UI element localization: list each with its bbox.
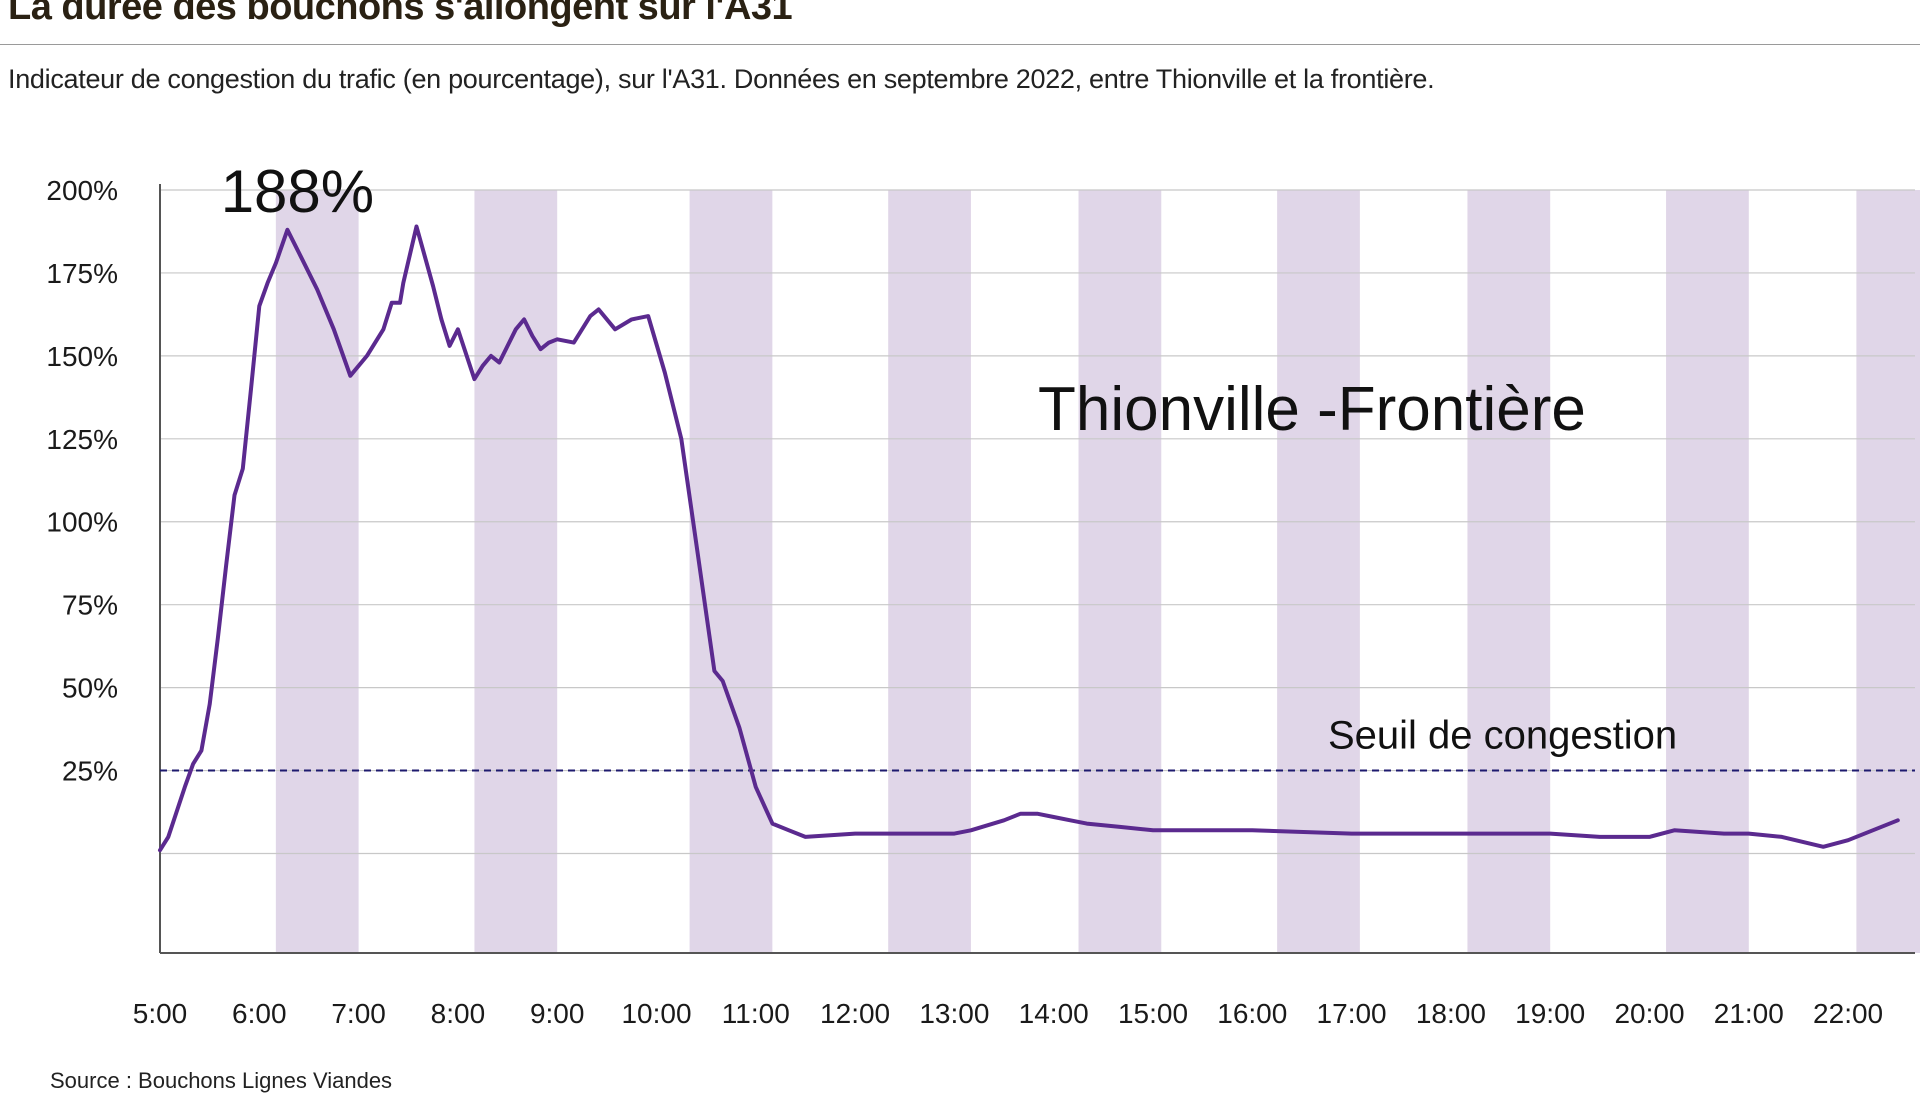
x-tick-label: 10:00 bbox=[621, 998, 691, 1029]
shaded-band-5 bbox=[1277, 190, 1360, 953]
shaded-band-4 bbox=[1078, 190, 1162, 953]
y-tick-label: 25% bbox=[62, 756, 118, 787]
x-tick-label: 15:00 bbox=[1118, 998, 1188, 1029]
x-tick-label: 12:00 bbox=[820, 998, 890, 1029]
x-tick-label: 21:00 bbox=[1714, 998, 1784, 1029]
x-tick-label: 11:00 bbox=[722, 998, 790, 1029]
x-tick-label: 8:00 bbox=[431, 998, 486, 1029]
line-chart: 25% 50% 75% 100% 125% 150% 175% 200% 5:00 6:00 7:… bbox=[46, 158, 1920, 1029]
peak-annotation: 188% bbox=[221, 158, 374, 225]
chart-title: La durée des bouchons s'allongent sur l'… bbox=[8, 0, 793, 28]
x-tick-label: 16:00 bbox=[1217, 998, 1287, 1029]
series-line-0 bbox=[158, 224, 1900, 853]
x-tick-label: 20:00 bbox=[1614, 998, 1684, 1029]
x-tick-label: 5:00 bbox=[133, 998, 188, 1029]
series-name-label: Thionville -Frontière bbox=[1038, 375, 1586, 444]
title-divider bbox=[0, 44, 1920, 45]
y-tick-label: 100% bbox=[46, 507, 118, 538]
shaded-band-0 bbox=[275, 190, 359, 953]
gridlines bbox=[160, 189, 1915, 855]
y-tick-label: 200% bbox=[46, 175, 118, 206]
x-tick-label: 19:00 bbox=[1515, 998, 1585, 1029]
x-tick-label: 7:00 bbox=[331, 998, 386, 1029]
y-tick-label: 150% bbox=[46, 341, 118, 372]
y-tick-label: 125% bbox=[46, 424, 118, 455]
shaded-band-7 bbox=[1666, 190, 1749, 953]
x-tick-label: 18:00 bbox=[1416, 998, 1486, 1029]
shaded-band-6 bbox=[1467, 190, 1551, 953]
x-tick-label: 9:00 bbox=[530, 998, 585, 1029]
y-tick-label: 50% bbox=[62, 673, 118, 704]
chart-subtitle: Indicateur de congestion du trafic (en p… bbox=[8, 64, 1435, 94]
chart-source: Source : Bouchons Lignes Viandes bbox=[50, 1068, 393, 1093]
shaded-band-8 bbox=[1856, 190, 1920, 953]
y-tick-label: 175% bbox=[46, 258, 118, 289]
y-axis-ticks: 25% 50% 75% 100% 125% 150% 175% 200% bbox=[46, 175, 118, 787]
x-tick-label: 17:00 bbox=[1317, 998, 1387, 1029]
series-group bbox=[158, 224, 1900, 853]
shaded-band-2 bbox=[689, 190, 773, 953]
y-tick-label: 75% bbox=[62, 590, 118, 621]
x-tick-label: 14:00 bbox=[1019, 998, 1089, 1029]
x-tick-label: 13:00 bbox=[919, 998, 989, 1029]
x-axis-ticks: 5:00 6:00 7:00 8:00 9:00 10:00 11:00 12:00 13:00… bbox=[133, 998, 1883, 1029]
threshold-group: Seuil de congestion bbox=[160, 714, 1915, 772]
shaded-band-1 bbox=[474, 190, 558, 953]
shaded-bands bbox=[275, 190, 1920, 953]
x-tick-label: 22:00 bbox=[1813, 998, 1883, 1029]
x-tick-label: 6:00 bbox=[232, 998, 287, 1029]
shaded-band-3 bbox=[888, 190, 971, 953]
threshold-label: Seuil de congestion bbox=[1328, 714, 1677, 758]
axes bbox=[159, 184, 1915, 954]
annotations: 188% Thionville -Frontière bbox=[221, 158, 1586, 444]
